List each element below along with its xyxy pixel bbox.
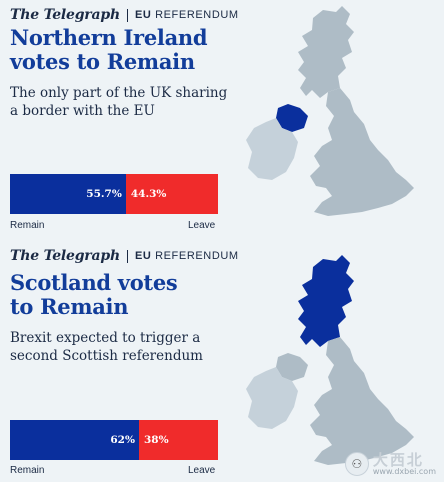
masthead-divider xyxy=(126,249,128,263)
leave-segment: 38% xyxy=(138,420,218,460)
subheadline-line: a border with the EU xyxy=(10,103,155,119)
headline: Northern Ireland votes to Remain xyxy=(10,26,260,74)
uk-map-svg xyxy=(246,6,414,216)
masthead: The Telegraph EU REFERENDUM xyxy=(10,247,239,265)
scotland-panel: The Telegraph EU REFERENDUM Scotland vot… xyxy=(0,241,444,482)
uk-map xyxy=(228,241,444,482)
map-scotland xyxy=(298,6,354,98)
watermark-url: www.dxbei.com xyxy=(372,466,436,476)
subheadline-line: second Scottish referendum xyxy=(10,348,203,364)
map-england-wales xyxy=(310,88,414,216)
leave-label: Leave xyxy=(188,465,216,476)
map-northern-ireland xyxy=(276,353,308,381)
watermark-text: 大西北 www.dxbei.com xyxy=(372,450,436,476)
remain-segment: 55.7% xyxy=(10,174,126,214)
watermark-cn: 大西北 xyxy=(372,450,424,469)
map-england-wales xyxy=(310,337,414,465)
masthead: The Telegraph EU REFERENDUM xyxy=(10,6,239,24)
map-northern-ireland xyxy=(276,104,308,132)
leave-label: Leave xyxy=(188,220,216,231)
northern-ireland-panel: The Telegraph EU REFERENDUM Northern Ire… xyxy=(0,0,444,241)
remain-label: Remain xyxy=(10,465,45,476)
remain-label: Remain xyxy=(10,220,45,231)
masthead-divider xyxy=(126,8,128,22)
leave-segment: 44.3% xyxy=(125,174,218,214)
subheadline: The only part of the UK sharing a border… xyxy=(10,84,260,120)
headline-line: votes to Remain xyxy=(10,49,195,74)
headline-line: to Remain xyxy=(10,294,129,319)
watermark: ⚇ 大西北 www.dxbei.com xyxy=(344,450,436,476)
subheadline: Brexit expected to trigger a second Scot… xyxy=(10,329,260,365)
subheadline-line: Brexit expected to trigger a xyxy=(10,330,201,346)
map-scotland xyxy=(298,255,354,347)
telegraph-logo[interactable]: The Telegraph xyxy=(10,248,120,264)
telegraph-logo[interactable]: The Telegraph xyxy=(10,7,120,23)
result-bar: 55.7% 44.3% xyxy=(10,174,218,214)
map-ireland xyxy=(246,367,298,429)
scholar-logo-icon: ⚇ xyxy=(344,452,369,476)
subheadline-line: The only part of the UK sharing xyxy=(10,85,228,101)
referendum-label: EU REFERENDUM xyxy=(134,9,239,21)
remain-segment: 62% xyxy=(10,420,139,460)
headline-line: Northern Ireland xyxy=(10,25,208,50)
map-ireland xyxy=(246,118,298,180)
uk-map xyxy=(228,0,444,241)
referendum-label: EU REFERENDUM xyxy=(134,250,239,262)
result-bar: 62% 38% xyxy=(10,420,218,460)
uk-map-svg xyxy=(246,255,414,465)
headline-line: Scotland votes xyxy=(10,270,178,295)
headline: Scotland votes to Remain xyxy=(10,271,260,319)
